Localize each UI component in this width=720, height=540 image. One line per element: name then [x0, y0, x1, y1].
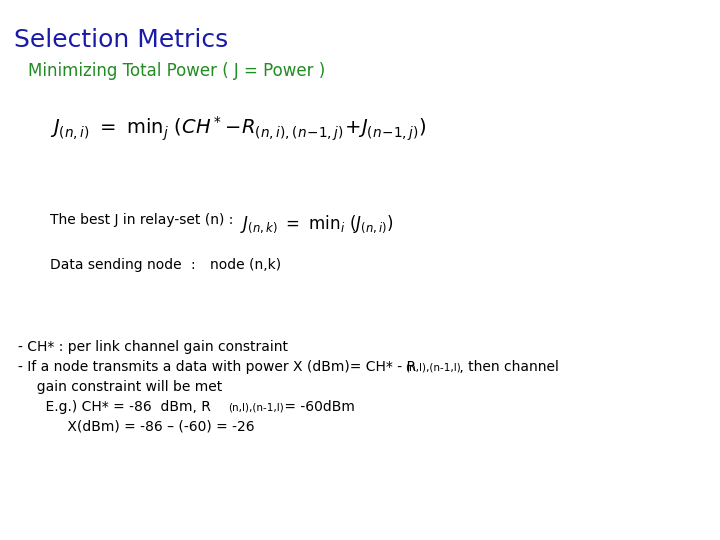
Text: Selection Metrics: Selection Metrics — [14, 28, 228, 52]
Text: (n,l),(n-1,l): (n,l),(n-1,l) — [228, 402, 284, 412]
Text: $J_{(n,i)}\ =\ \mathrm{min}_j\ (CH^*\!-\!R_{(n,i),(n\!-\!1,j)}\!+\!J_{(n\!-\!1,j: $J_{(n,i)}\ =\ \mathrm{min}_j\ (CH^*\!-\… — [50, 115, 427, 144]
Text: = -60dBm: = -60dBm — [280, 400, 355, 414]
Text: node (n,k): node (n,k) — [210, 258, 281, 272]
Text: Minimizing Total Power ( J = Power ): Minimizing Total Power ( J = Power ) — [28, 62, 325, 80]
Text: - CH* : per link channel gain constraint: - CH* : per link channel gain constraint — [18, 340, 288, 354]
Text: The best J in relay-set (n) :: The best J in relay-set (n) : — [50, 213, 242, 227]
Text: E.g.) CH* = -86  dBm, R: E.g.) CH* = -86 dBm, R — [28, 400, 211, 414]
Text: $J_{(n,k)}\ =\ \mathrm{min}_i\ (J_{(n,i)})$: $J_{(n,k)}\ =\ \mathrm{min}_i\ (J_{(n,i)… — [240, 213, 394, 234]
Text: (n,l),(n-1,l): (n,l),(n-1,l) — [405, 362, 461, 372]
Text: gain constraint will be met: gain constraint will be met — [28, 380, 222, 394]
Text: X(dBm) = -86 – (-60) = -26: X(dBm) = -86 – (-60) = -26 — [28, 420, 255, 434]
Text: , then channel: , then channel — [455, 360, 559, 374]
Text: - If a node transmits a data with power X (dBm)= CH* - R: - If a node transmits a data with power … — [18, 360, 416, 374]
Text: Data sending node: Data sending node — [50, 258, 181, 272]
Text: :: : — [190, 258, 194, 272]
